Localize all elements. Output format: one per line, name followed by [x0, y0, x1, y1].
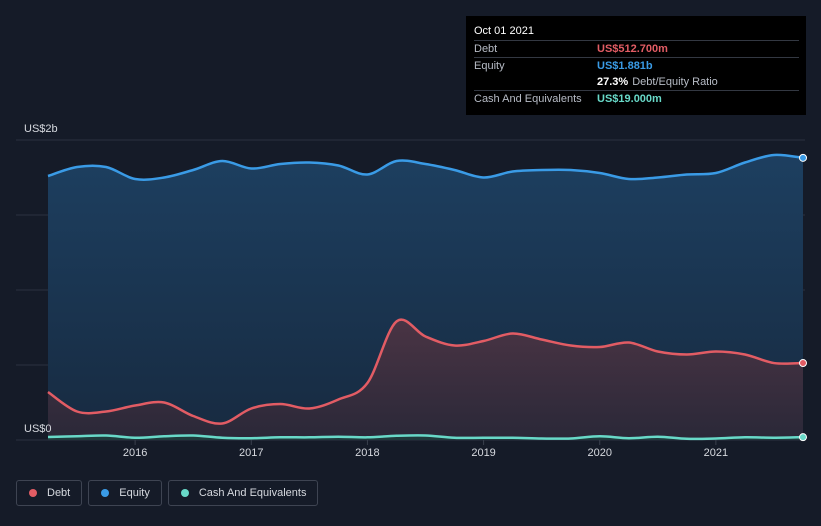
series-areas [48, 154, 803, 440]
data-tooltip: Oct 01 2021 Debt US$512.700m Equity US$1… [466, 16, 806, 115]
x-tick-label-2019: 2019 [471, 447, 495, 459]
endpoint-cash-and-equivalents [799, 433, 807, 442]
endpoint-equity [799, 153, 807, 162]
line-cash-and-equivalents [47, 434, 804, 441]
legend-label-debt: Debt [47, 487, 71, 499]
line-equity [47, 153, 804, 181]
chart-legend: Debt Equity Cash And Equivalents [16, 480, 319, 506]
legend-label-cash: Cash And Equivalents [198, 487, 307, 499]
tooltip-row-ratio: 27.3% Debt/Equity Ratio [474, 74, 799, 90]
y-axis-label-bottom: US$0 [24, 423, 52, 435]
tooltip-date: Oct 01 2021 [474, 25, 534, 37]
x-tick-label-2016: 2016 [123, 447, 147, 459]
tooltip-debt-label: Debt [474, 43, 498, 55]
tooltip-row-equity: Equity US$1.881b [474, 57, 799, 74]
tooltip-ratio-value: 27.3% [597, 76, 629, 88]
tooltip-ratio-label: Debt/Equity Ratio [632, 76, 718, 88]
legend-dot-debt [29, 489, 37, 497]
tooltip-cash-value: US$19.000m [597, 93, 662, 105]
legend-item-cash[interactable]: Cash And Equivalents [167, 480, 319, 506]
endpoint-debt [799, 359, 807, 368]
series-endpoints [799, 153, 807, 442]
tooltip-equity-label: Equity [474, 60, 505, 72]
tooltip-debt-value: US$512.700m [597, 43, 668, 55]
tooltip-equity-value: US$1.881b [597, 60, 653, 72]
tooltip-row-debt: Debt US$512.700m [474, 40, 799, 57]
legend-dot-equity [101, 489, 110, 497]
x-tick-label-2020: 2020 [587, 447, 611, 459]
legend-item-debt[interactable]: Debt [16, 480, 83, 506]
area-debt [48, 319, 803, 440]
x-tick-label-2021: 2021 [704, 447, 728, 459]
x-tick-label-2017: 2017 [239, 447, 263, 459]
legend-label-equity: Equity [119, 487, 150, 499]
legend-item-equity[interactable]: Equity [88, 480, 162, 506]
x-tick-label-2018: 2018 [355, 447, 379, 459]
tooltip-row-cash: Cash And Equivalents US$19.000m [474, 90, 799, 107]
legend-dot-cash [180, 489, 189, 497]
line-debt [47, 318, 804, 425]
x-axis-ticks: 2016 2017 2018 2019 2020 2021 [123, 440, 728, 459]
y-axis-label-top: US$2b [24, 123, 58, 135]
tooltip-cash-label: Cash And Equivalents [474, 93, 582, 105]
series-lines [47, 153, 804, 441]
